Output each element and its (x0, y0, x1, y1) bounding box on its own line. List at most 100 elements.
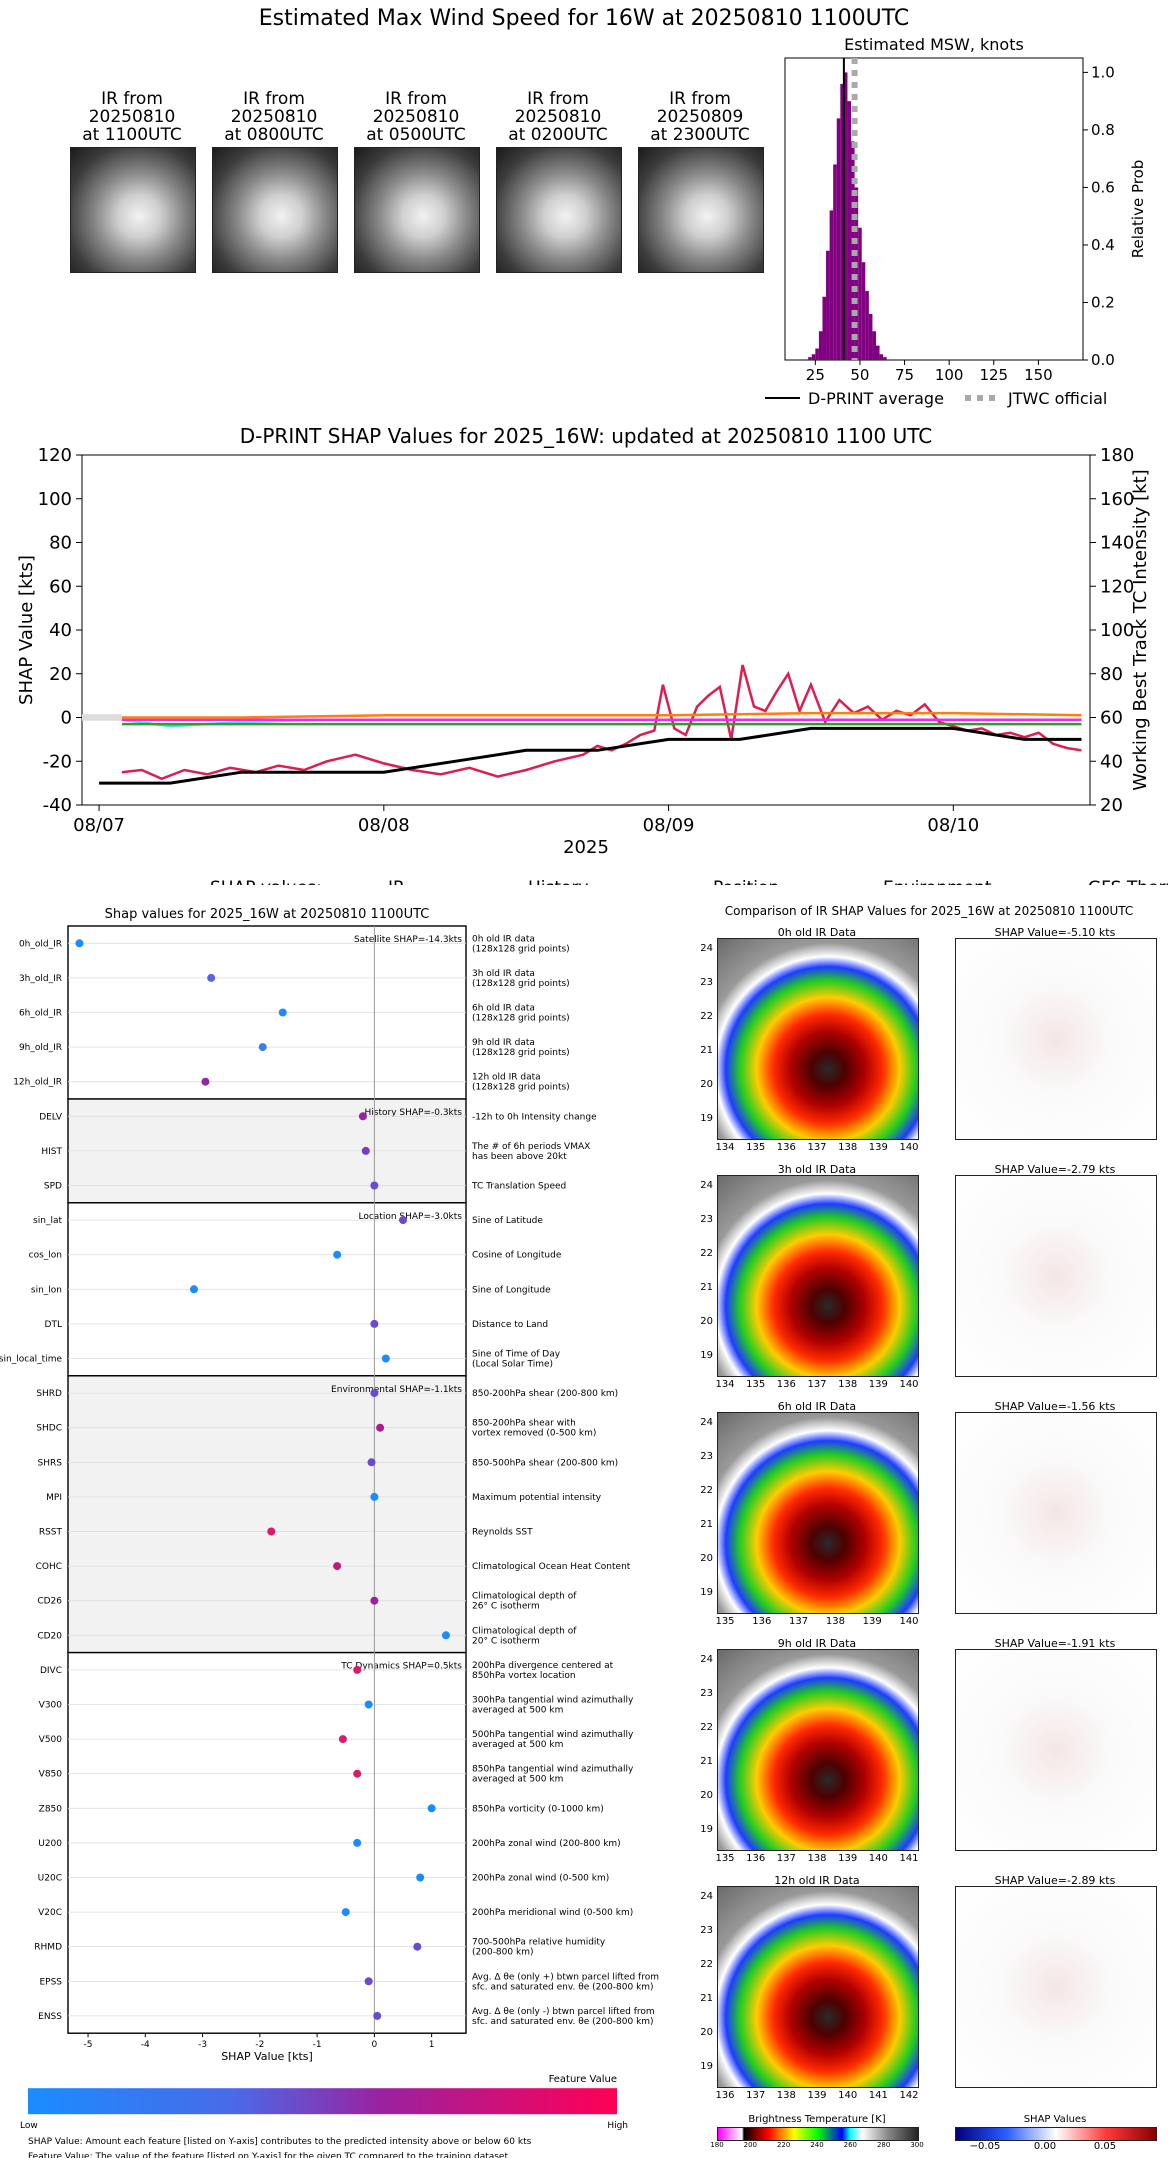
ir-thumbnail-caption-line: 20250809 (656, 107, 744, 127)
bt-colorbar-tick-label: 200 (743, 2141, 758, 2149)
timeseries-y2-axis-label: Working Best Track TC Intensity [kt] (1130, 469, 1151, 790)
ir-thumbnail-caption: IR from 20250810 at 0800UTC (212, 90, 336, 144)
feature-shap-point (373, 2011, 382, 2020)
feature-name-label: 12h_old_IR (13, 1078, 62, 1088)
feature-description-line: Avg. Δ θe (only +) btwn parcel lifted fr… (472, 1972, 659, 1982)
feature-name-label: HIST (41, 1147, 62, 1157)
feature-x-tick-label: 1 (429, 2040, 435, 2050)
ir-panel-image (717, 1412, 919, 1614)
ir-panel-y-tick-label: 20 (700, 1316, 713, 1327)
feature-shap-point (370, 1181, 379, 1190)
feature-shap-point (207, 973, 216, 982)
msw-bar (829, 210, 834, 360)
ir-panel-x-tick-label: 139 (862, 1616, 882, 1627)
ir-thumbnail-caption-line: 20250810 (230, 107, 318, 127)
ir-panel-x-tick-label: 136 (776, 1379, 796, 1390)
feature-description-line: Maximum potential intensity (472, 1493, 602, 1503)
ir-thumbnail-caption-line: at 2300UTC (650, 125, 750, 145)
ir-panel-x-tick-label: 138 (838, 1379, 858, 1390)
feature-shap-point (75, 939, 84, 948)
ir-panel-x-tick-label: 134 (715, 1142, 735, 1153)
feature-colorbar (28, 2088, 617, 2115)
ir-panel-x-tick-label: 138 (807, 1853, 827, 1864)
feature-name-label: sin_local_time (0, 1355, 62, 1365)
msw-histogram: Estimated MSW, knots 25 50 75 100 125 150 0.0 0.… (765, 35, 1147, 408)
timeseries-y2-tick-label: 180 (1100, 445, 1134, 466)
feature-name-label: U200 (38, 1839, 62, 1849)
ir-panel-y-tick-label: 24 (700, 1180, 713, 1191)
msw-y-axis-label: Relative Prob (1129, 160, 1147, 259)
msw-bar (808, 357, 812, 360)
msw-legend-jtwc-label: JTWC official (1007, 389, 1107, 408)
shap-panel-image (955, 1412, 1157, 1614)
timeseries-y2-tick-label: 160 (1100, 489, 1134, 510)
feature-name-label: MPI (46, 1493, 62, 1503)
msw-bar (815, 348, 819, 360)
ir-panel-y-tick-label: 24 (700, 1417, 713, 1428)
ir-panel-x-tick-label: 136 (715, 2090, 735, 2101)
ir-panel-y-tick-label: 22 (700, 1485, 713, 1496)
feature-group-label: Environmental SHAP=-1.1kts (331, 1385, 462, 1395)
ir-panel-x-tick-label: 137 (776, 1853, 796, 1864)
feature-description-line: 850-200hPa shear with (472, 1419, 576, 1429)
feature-shap-point (427, 1804, 436, 1813)
ir-panel-y-tick-label: 24 (700, 1891, 713, 1902)
feature-name-label: DELV (39, 1112, 63, 1122)
msw-y-tick-label: 1.0 (1091, 63, 1115, 81)
ir-panel-x-tick-label: 138 (776, 2090, 796, 2101)
shap-colorbar-tick-label: 0.00 (1033, 2141, 1057, 2152)
feature-description-line: -12h to 0h Intensity change (472, 1112, 597, 1122)
shap-panel-image (955, 1175, 1157, 1377)
feature-description-line: vortex removed (0-500 km) (472, 1429, 596, 1439)
feature-description-line: 850hPa vortex location (472, 1671, 576, 1681)
ir-panel-y-tick-label: 20 (700, 1079, 713, 1090)
feature-description-line: 20° C isotherm (472, 1636, 540, 1646)
timeseries-x-axis-label: 2025 (563, 837, 609, 858)
shap-colorbar (955, 2127, 1157, 2141)
feature-description-line: has been above 20kt (472, 1152, 567, 1162)
feature-description-line: 3h old IR data (472, 969, 535, 979)
feature-description-line: (128x128 grid points) (472, 1014, 570, 1024)
shap-colorbar-tick-label: 0.05 (1093, 2141, 1117, 2152)
feature-name-label: V20C (38, 1908, 62, 1918)
timeseries-y2-tick-label: 60 (1100, 708, 1123, 729)
ir-thumbnail-caption-line: at 1100UTC (82, 125, 182, 145)
ir-panel-x-tick-label: 140 (899, 1142, 919, 1153)
feature-x-tick-label: -1 (313, 2040, 322, 2050)
feature-description-line: averaged at 500 km (472, 1740, 563, 1750)
timeseries-series-line (99, 726, 1082, 785)
msw-bar (883, 357, 887, 360)
feature-shap-point (353, 1838, 362, 1847)
feature-shap-point (353, 1665, 362, 1674)
feature-group-label: History SHAP=-0.3kts (365, 1108, 463, 1118)
feature-name-label: V500 (39, 1735, 63, 1745)
ir-panel-y-tick-label: 22 (700, 1722, 713, 1733)
msw-bar (843, 72, 848, 360)
ir-thumbnail-caption-line: IR from (669, 89, 731, 109)
feature-name-label: COHC (36, 1562, 62, 1572)
comparison-title: Comparison of IR SHAP Values for 2025_16… (724, 904, 1134, 918)
ir-panel-x-tick-label: 141 (868, 2090, 888, 2101)
feature-group-label: TC Dynamics SHAP=0.5kts (340, 1662, 462, 1672)
ir-panel-y-tick-label: 22 (700, 1011, 713, 1022)
msw-x-tick-label: 75 (895, 366, 914, 384)
ir-panel-x-tick-label: 142 (899, 2090, 919, 2101)
feature-name-label: V850 (39, 1770, 63, 1780)
feature-colorbar-high-label: High (607, 2121, 628, 2131)
timeseries-y-tick-label: 20 (49, 664, 72, 685)
bt-colorbar-tick-label: 300 (910, 2141, 924, 2149)
shap-colorbar-tick-label: −0.05 (969, 2141, 1001, 2152)
ir-panel-x-tick-label: 138 (838, 1142, 858, 1153)
timeseries-legend-label: GFS Thermo (1088, 878, 1168, 885)
ir-thumbnail-caption-line: IR from (527, 89, 589, 109)
ir-panel-y-tick-label: 23 (700, 1925, 713, 1936)
feature-shap-point (364, 1977, 373, 1986)
ir-panel-y-tick-label: 24 (700, 943, 713, 954)
feature-group-label: Location SHAP=-3.0kts (358, 1212, 462, 1222)
ir-panel-x-tick-label: 139 (868, 1379, 888, 1390)
feature-description-line: sfc. and saturated env. θe (200-800 km) (472, 2017, 654, 2027)
feature-shap-point (367, 1458, 376, 1467)
shap-panel-image (955, 1886, 1157, 2088)
page-title: Estimated Max Wind Speed for 16W at 2025… (258, 6, 910, 31)
feature-shap-point (258, 1043, 267, 1052)
